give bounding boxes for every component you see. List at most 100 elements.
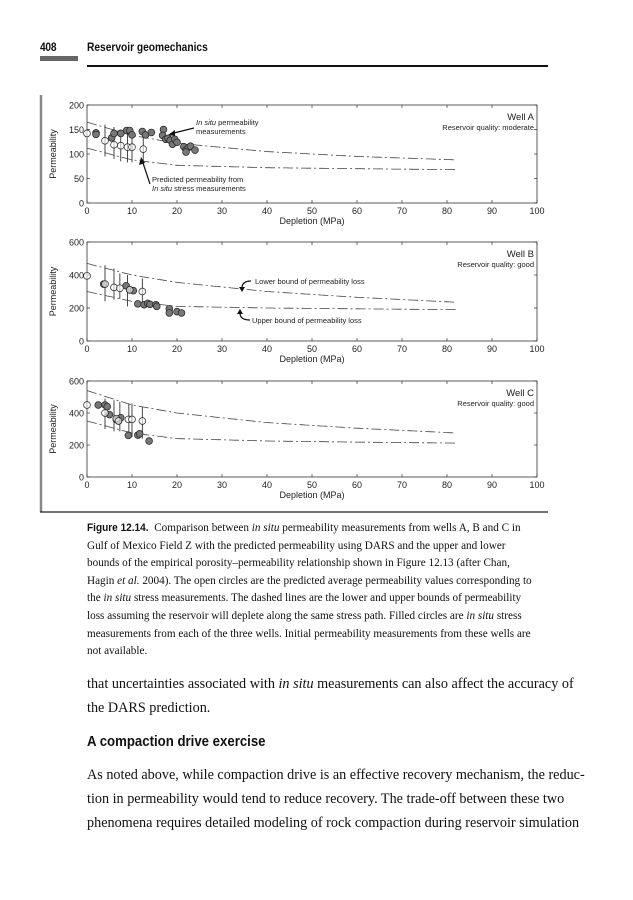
lower-curve [86,420,456,444]
predicted-point [125,286,134,294]
italic-text: In situ [196,118,217,127]
predicted-point [83,272,91,280]
text-line: measurements from each of the three well… [87,626,557,644]
in-situ-point [94,401,102,409]
in-situ-point [191,146,199,154]
text-line: the in situ stress measurements. The das… [87,590,557,608]
y-tick-label: 50 [74,174,84,184]
lower-curve [86,147,456,171]
curved-arrow-icon [239,312,251,321]
plot-frame [86,380,538,478]
y-tick-label: 0 [79,473,84,483]
upper-curve [86,121,457,161]
italic-text: in situ [466,609,495,622]
x-tick-label: 90 [487,480,497,490]
text-segment: tion in permeability would tend to reduc… [87,791,565,807]
italic-text: in situ [103,592,132,605]
caption-label: Figure 12.14. [87,522,149,534]
text-line: that uncertainties associated with in si… [87,672,574,696]
in-situ-point [110,129,118,138]
text-segment: Upper bound of permeability loss [252,316,362,325]
text-segment: measurements from each of the three well… [87,627,531,640]
predicted-point [128,143,136,151]
header-rule [87,65,548,67]
x-tick-label: 50 [307,344,317,354]
y-tick-label: 600 [69,377,84,387]
y-tick-label: 150 [69,125,84,135]
x-tick-label: 20 [172,206,182,216]
text-line: Gulf of Mexico Field Z with the predicte… [87,538,557,556]
body-paragraph-1: that uncertainties associated with in si… [87,672,574,720]
predicted-point [116,141,125,150]
text-line: loss assuming the reservoir will deplete… [87,608,557,626]
x-tick-label: 80 [442,344,452,354]
text-segment: Gulf of Mexico Field Z with the predicte… [87,539,506,552]
y-tick-label: 400 [69,271,84,281]
text-segment: permeability measurements from wells A, … [279,522,521,534]
plot-well-a: 0 10 20 30 40 50 60 70 80 90 100 0 50 100 150 200 Deplet… [48,101,545,227]
y-tick-label: 0 [79,199,84,209]
text-segment: the DARS prediction. [87,700,211,716]
text-segment: loss assuming the reservoir will deplete… [87,609,467,622]
annotation-predicted-line1: Predicted permeability from [152,175,243,184]
in-situ-point [128,131,136,139]
text-line: bounds of the empirical porosity–permeab… [87,555,557,573]
annotation-in-situ-line2: measurements [196,127,246,136]
x-tick-label: 30 [217,206,227,216]
text-segment: that uncertainties associated with [87,676,279,692]
plot-well-c: 0 10 20 30 40 50 60 70 80 90 100 0 200 400 600 Depletio… [48,377,545,501]
x-tick-label: 60 [352,480,362,490]
text-segment: Comparison between [151,522,252,534]
predicted-point [128,415,136,424]
predicted-point [138,287,147,296]
y-tick-label: 600 [69,238,84,248]
in-situ-point [134,300,142,308]
y-tick-label: 0 [79,337,84,347]
x-tick-label: 0 [84,480,89,490]
predicted-point [83,129,91,138]
italic-text: in situ [278,676,314,692]
predicted-point [114,417,123,425]
predicted-point [101,409,109,417]
x-tick-label: 70 [397,344,407,354]
italic-text: in situ [251,522,280,534]
x-tick-label: 50 [307,206,317,216]
italic-text: et al. [117,574,140,587]
text-segment: Predicted permeability from [152,175,243,184]
text-line: As noted above, while compaction drive i… [87,763,585,787]
x-tick-label: 90 [487,344,497,354]
x-tick-label: 10 [127,480,137,490]
predicted-point [101,280,109,288]
predicted-point [83,401,91,409]
well-label: Well C [506,388,534,399]
y-axis-label: Permeability [48,404,58,454]
predicted-point [138,417,147,425]
well-label: Well B [507,249,534,260]
text-segment: the [87,592,104,605]
x-tick-label: 20 [172,480,182,490]
header-bar [40,56,78,61]
x-tick-label: 30 [217,344,227,354]
text-segment: stress measurements [172,184,246,193]
text-segment: phenomena requires detailed modeling of … [87,815,580,831]
x-tick-label: 60 [352,344,362,354]
reservoir-quality-label: Reservoir quality: good [457,399,534,408]
text-segment: stress [494,609,522,622]
x-tick-label: 10 [127,344,137,354]
in-situ-point [145,437,153,445]
y-tick-label: 200 [69,304,84,314]
in-situ-point [147,128,156,137]
body-paragraph-2: As noted above, while compaction drive i… [87,763,585,835]
y-axis-label: Permeability [48,266,58,316]
annotation-in-situ-line1: In situ permeability [196,118,259,127]
italic-text: In situ [152,184,173,193]
in-situ-point [135,430,144,438]
in-situ-point [153,302,161,311]
x-tick-label: 90 [487,206,497,216]
annotation-lower-bound-line1: Lower bound of permeability loss [255,277,365,286]
curved-arrow-icon [241,280,252,289]
in-situ-point [173,138,181,146]
x-tick-label: 0 [84,344,89,354]
x-tick-label: 70 [397,206,407,216]
text-line: Hagin et al. 2004). The open circles are… [87,573,557,591]
